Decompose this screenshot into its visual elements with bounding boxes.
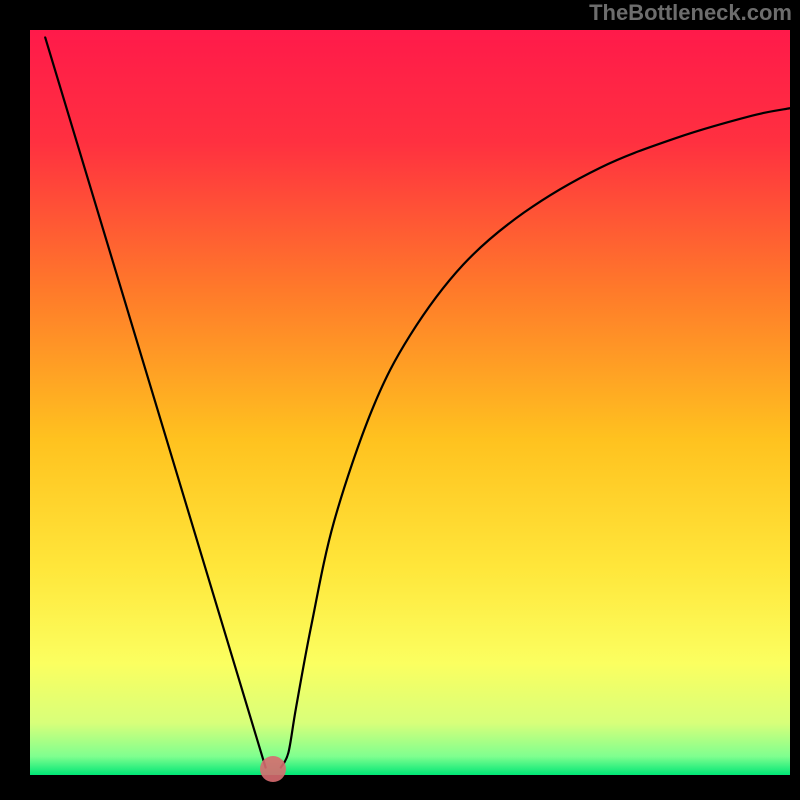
plot-area — [30, 30, 790, 775]
curve-overlay — [30, 30, 790, 775]
chart-container: TheBottleneck.com — [0, 0, 800, 800]
bottleneck-marker — [260, 756, 286, 782]
watermark-label: TheBottleneck.com — [589, 0, 792, 26]
